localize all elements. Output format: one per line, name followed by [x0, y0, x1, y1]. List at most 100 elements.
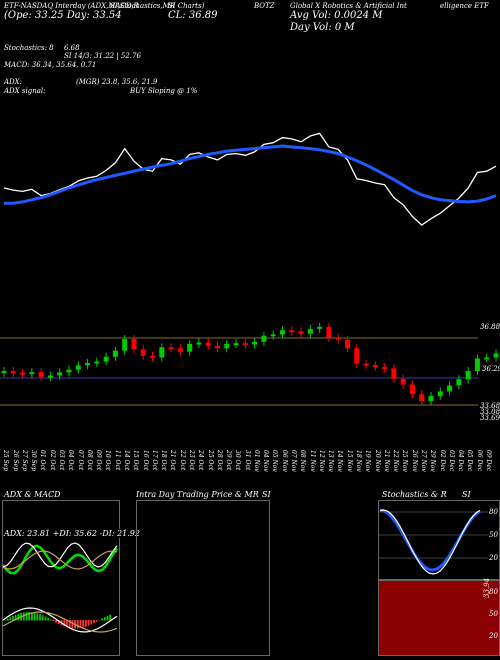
- date-label: 21 Oct: [169, 450, 177, 471]
- candle-body: [150, 355, 156, 358]
- macd-histogram-bar: [106, 615, 109, 621]
- macd-histogram-bar: [39, 614, 41, 621]
- open-line: (Ope: 33.25 Day: 33.54: [4, 10, 122, 21]
- date-label: 14 Oct: [122, 450, 130, 471]
- moving-average-line: [4, 144, 497, 205]
- macd-histogram-bar: [12, 615, 14, 621]
- date-label: 26 Nov: [410, 450, 418, 472]
- candle-body: [140, 349, 146, 356]
- price-level-2: 36.29: [482, 365, 500, 373]
- candle-body: [484, 357, 490, 360]
- candle-body: [10, 371, 16, 374]
- date-label: 13 Nov: [327, 450, 335, 472]
- macd-histogram-bar: [95, 620, 98, 622]
- header-left: ETF-NASDAQ Interday (ADX,MACD,R: [4, 2, 139, 10]
- date-label: 30 Sep: [30, 450, 38, 472]
- date-label: 15 Oct: [132, 450, 140, 471]
- date-label: 09 Dec: [485, 450, 492, 472]
- candle-body: [335, 337, 341, 340]
- macd-histogram-bar: [98, 619, 101, 621]
- rsi-tick-80: 80: [489, 588, 498, 596]
- date-label: 11 Oct: [113, 450, 121, 471]
- macd-histogram-bar: [82, 620, 85, 628]
- candle-body: [215, 345, 221, 349]
- macd-histogram-bar: [41, 615, 44, 621]
- date-label: 14 Nov: [336, 450, 344, 472]
- candle-body: [112, 350, 118, 357]
- macd-histogram-bar: [31, 612, 33, 621]
- date-label: 28 Oct: [215, 450, 223, 471]
- stoch-d-line: [379, 509, 481, 575]
- candle-body: [372, 364, 378, 367]
- buy-signal: BUY Sloping @ 1%: [130, 87, 198, 95]
- macd-histogram-bar: [28, 612, 31, 621]
- macd-histogram-bar: [22, 612, 25, 621]
- candle-body: [465, 371, 471, 380]
- candle-body: [47, 375, 53, 378]
- date-label: 05 Nov: [271, 450, 279, 472]
- adx-vals: (MGR) 23.8, 35.6, 21.9: [76, 78, 158, 86]
- candle-body: [307, 328, 313, 334]
- macd-histogram-bar: [49, 619, 52, 621]
- candle-body: [279, 330, 285, 335]
- date-label: 15 Nov: [345, 450, 353, 472]
- date-label: 25 Oct: [206, 450, 214, 471]
- macd-histogram-bar: [66, 620, 68, 628]
- rsi-panel: [378, 580, 500, 656]
- macd-histogram-bar: [14, 614, 17, 621]
- candle-body: [354, 348, 360, 364]
- candle-body: [85, 362, 91, 366]
- date-label: 24 Oct: [197, 450, 205, 471]
- candle-body: [493, 353, 499, 358]
- date-label: 27 Nov: [420, 450, 428, 472]
- candle-body: [400, 378, 406, 385]
- date-label: 03 Oct: [57, 450, 65, 471]
- macd-histogram-bar: [33, 612, 36, 621]
- macd-histogram-bar: [101, 618, 103, 621]
- header-mid: SI Charts): [168, 2, 205, 10]
- date-label: 23 Oct: [187, 450, 195, 471]
- rsi-side-value: 33.94: [483, 577, 491, 598]
- stochastics-panel: [378, 500, 500, 580]
- date-label: 04 Nov: [262, 450, 270, 472]
- plus-di-line: [2, 544, 119, 575]
- candle-body: [382, 367, 388, 369]
- stoch-tick-80: 80: [489, 508, 498, 516]
- candle-body: [326, 326, 332, 338]
- adx-line: [2, 550, 118, 570]
- candle-body: [252, 341, 258, 345]
- macd-histogram-bar: [9, 617, 12, 621]
- date-label: 20 Nov: [373, 450, 381, 472]
- macd-histogram-bar: [58, 620, 60, 625]
- intraday-panel: [136, 500, 270, 656]
- date-label: 10 Oct: [104, 450, 112, 471]
- candle-body: [391, 368, 397, 379]
- price-level-1: 36.88: [480, 323, 500, 331]
- macd-histogram-bar: [85, 620, 87, 627]
- candle-body: [428, 395, 434, 401]
- date-label: 06 Nov: [280, 450, 288, 472]
- date-label: 03 Dec: [447, 450, 455, 472]
- candle-body: [447, 385, 453, 392]
- candle-body: [317, 326, 323, 329]
- macd-line: [2, 607, 118, 633]
- adx-readout: ADX: 23.81 +DI: 35.62 -DI: 21.92: [4, 529, 140, 538]
- candle-body: [20, 372, 26, 375]
- macd-histogram-bar: [63, 620, 66, 627]
- candle-body: [456, 379, 462, 386]
- ticker: BOTZ: [254, 2, 275, 10]
- stoch-panel-title: Stochastics & R: [382, 490, 447, 499]
- price-level-4: 33.08: [480, 408, 500, 416]
- date-label: 12 Nov: [317, 450, 325, 472]
- date-label: 25 Sep: [2, 450, 10, 472]
- macd-histogram-bar: [25, 612, 28, 621]
- candle-body: [57, 372, 63, 376]
- date-label: 21 Nov: [382, 450, 390, 472]
- day-vol: Day Vol: 0 M: [290, 22, 355, 33]
- price-line: [3, 132, 497, 226]
- candle-body: [196, 342, 202, 345]
- candle-body: [103, 356, 109, 362]
- candle-body: [344, 339, 350, 349]
- macd-histogram-bar: [6, 618, 9, 621]
- candle-body: [75, 365, 81, 370]
